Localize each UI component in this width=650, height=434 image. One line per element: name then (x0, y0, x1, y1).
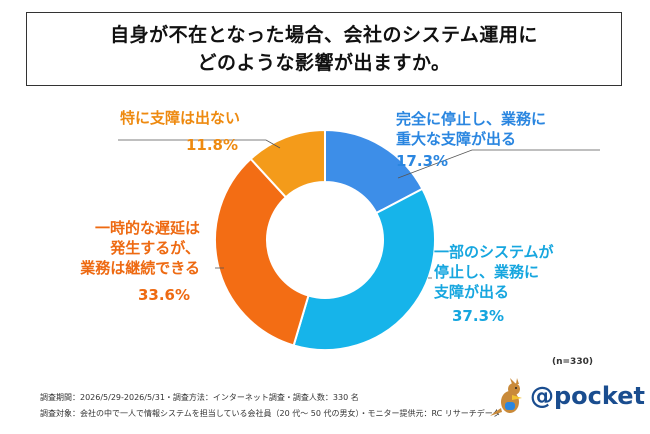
donut-slice-4 (249, 128, 326, 199)
sample-size-label: (n=330) (552, 357, 593, 367)
title-box: 自身が不在となった場合、会社のシステム運用に どのような影響が出ますか。 (26, 12, 622, 86)
kangaroo-mascot-icon (490, 378, 522, 416)
slice-label-4: 特に支障は出ない (120, 109, 240, 127)
slice-label-2: 一部のシステムが停止し、業務に支障が出る (433, 243, 555, 301)
slice-percent-2: 37.3% (452, 307, 504, 325)
slice-label-3: 一時的な遅延は発生するが、業務は継続できる (79, 219, 200, 277)
donut-slice-3 (214, 157, 310, 347)
pocket-logo: @pocket (488, 378, 645, 418)
logo-text: @pocket (530, 382, 645, 410)
leader-line-1 (397, 149, 600, 179)
footer-survey-target: 調査対象：会社の中で一人で情報システムを担当している会社員（20 代～ 50 代… (40, 409, 501, 418)
title-line-2: どのような影響が出ますか。 (197, 52, 451, 74)
slice-percent-4: 11.8% (186, 136, 238, 154)
slice-percent-1: 17.3% (396, 152, 448, 170)
slice-percent-3: 33.6% (138, 286, 190, 304)
leader-line-4 (118, 139, 281, 149)
donut-slice-2 (292, 187, 436, 351)
footer-survey-period: 調査期間：2026/5/29-2026/5/31・調査方法：インターネット調査・… (40, 393, 359, 402)
slice-label-1: 完全に停止し、業務に重大な支障が出る (396, 110, 546, 148)
title-line-1: 自身が不在となった場合、会社のシステム運用に (110, 24, 538, 46)
